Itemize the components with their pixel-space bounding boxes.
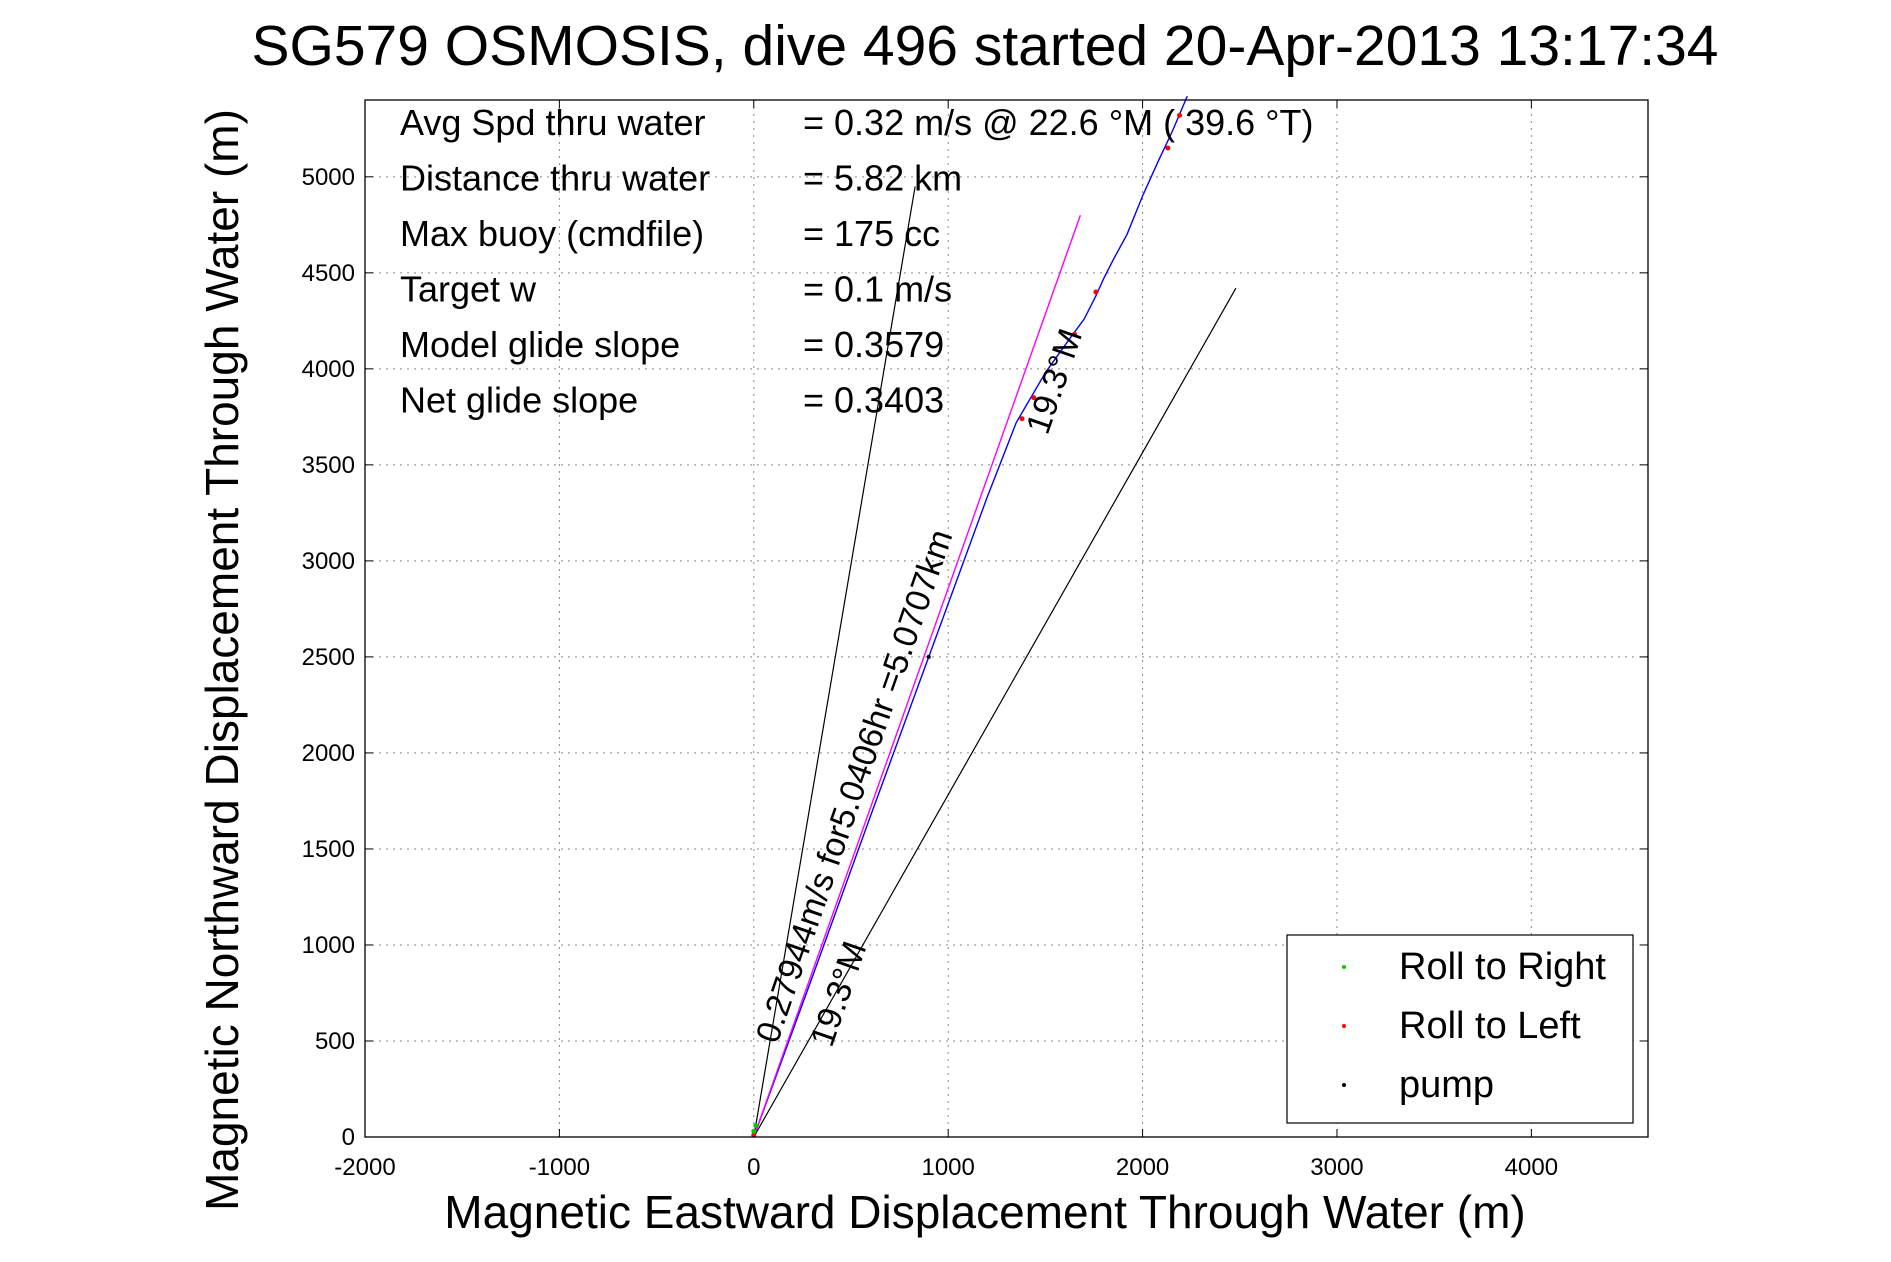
info-label: Model glide slope: [400, 324, 680, 365]
roll-left-point: [1019, 416, 1025, 422]
info-label: Distance thru water: [400, 158, 710, 199]
info-label: Max buoy (cmdfile): [400, 213, 704, 254]
y-tick-label: 2000: [302, 740, 355, 767]
x-tick-label: 3000: [1310, 1154, 1363, 1181]
legend-label: Roll to Left: [1399, 1005, 1581, 1047]
pump-point: [926, 654, 931, 659]
x-tick-label: -2000: [334, 1154, 395, 1181]
info-label: Net glide slope: [400, 380, 638, 421]
x-tick-label: 2000: [1116, 1154, 1169, 1181]
y-tick-label: 4500: [302, 260, 355, 287]
roll-left-point: [751, 1132, 757, 1138]
plot-area: -2000 -1000 0 1000 2000 3000 4000 0 500 1000 1500 2…: [302, 95, 1649, 1181]
y-tick-label: 3000: [302, 548, 355, 575]
legend-label: pump: [1399, 1064, 1494, 1106]
series-line-track: [753, 95, 1188, 1138]
roll-left-point: [1072, 331, 1078, 337]
y-tick-label: 1000: [302, 932, 355, 959]
roll-right-point: [751, 1128, 757, 1134]
y-axis-label: Magnetic Northward Displacement Through …: [196, 109, 248, 1211]
x-tick-label: 4000: [1505, 1154, 1558, 1181]
info-value: = 0.3403: [803, 380, 944, 421]
x-tick-label: 1000: [921, 1154, 974, 1181]
info-value: = 0.1 m/s: [803, 269, 952, 310]
y-tick-label: 4000: [302, 356, 355, 383]
y-tick-label: 5000: [302, 164, 355, 191]
info-label: Avg Spd thru water: [400, 102, 706, 143]
heading-guide-line: [753, 287, 1237, 1138]
roll-left-point: [1093, 289, 1099, 295]
info-value: = 0.3579: [803, 324, 944, 365]
series-line-model: [753, 214, 1082, 1138]
y-tick-label: 2500: [302, 644, 355, 671]
info-label: Target w: [400, 269, 537, 310]
roll-left-point: [1165, 145, 1171, 151]
roll-right-point: [753, 1122, 759, 1128]
x-axis-label: Magnetic Eastward Displacement Through W…: [444, 1186, 1525, 1238]
y-tick-label: 3500: [302, 452, 355, 479]
legend-marker: [1342, 1083, 1346, 1087]
y-tick-label: 1500: [302, 836, 355, 863]
y-tick-label: 0: [342, 1124, 355, 1151]
x-tick-label: 0: [747, 1154, 760, 1181]
info-value: = 5.82 km: [803, 158, 962, 199]
y-tick-label: 500: [315, 1028, 355, 1055]
info-value: = 0.32 m/s @ 22.6 °M ( 39.6 °T): [803, 102, 1314, 143]
info-value: = 175 cc: [803, 213, 940, 254]
legend-marker: [1342, 965, 1346, 969]
roll-left-point: [1031, 395, 1037, 401]
x-tick-label: -1000: [529, 1154, 590, 1181]
legend-marker: [1342, 1024, 1346, 1028]
legend-label: Roll to Right: [1399, 946, 1606, 988]
plot-frame: [364, 99, 1649, 1138]
chart-title: SG579 OSMOSIS, dive 496 started 20-Apr-2…: [251, 14, 1718, 78]
heading-guide-line: [753, 186, 916, 1138]
roll-left-point: [1177, 112, 1183, 118]
